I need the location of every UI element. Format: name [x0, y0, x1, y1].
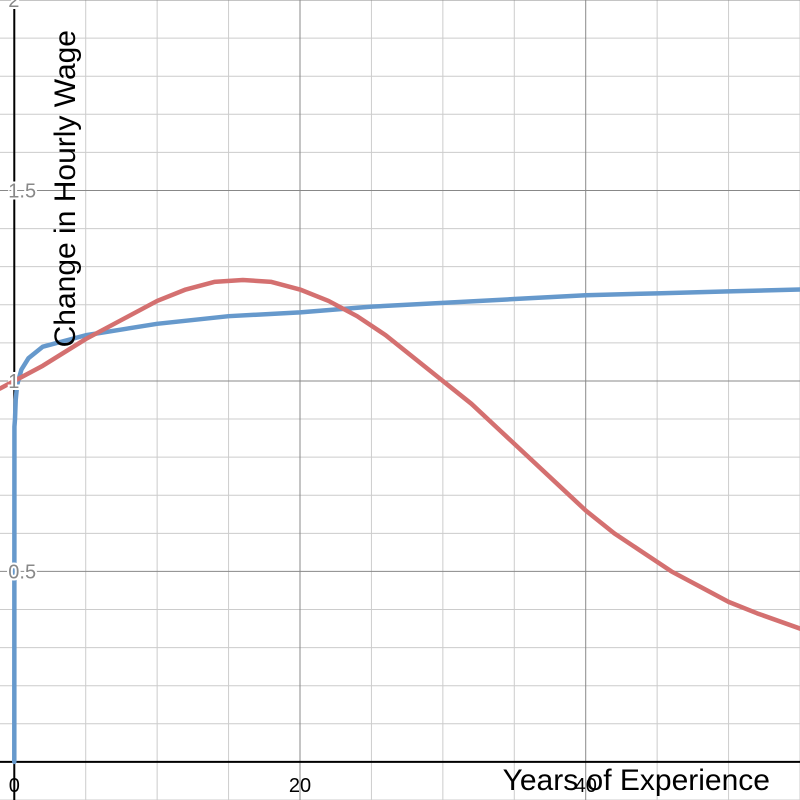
series-line-1 [12, 287, 800, 765]
y-tick-label: 2 [8, 0, 19, 12]
y-tick-label: 1 [8, 371, 19, 393]
x-axis-title: Years of Experience [503, 764, 770, 797]
y-tick-label: 0.5 [8, 561, 36, 583]
y-axis-title: Change in Hourly Wage [49, 30, 82, 347]
y-tick-label: 1.5 [8, 180, 36, 202]
x-tick-label: 0 [9, 775, 20, 797]
x-tick-label: 20 [289, 775, 311, 797]
series-line-2 [0, 277, 800, 631]
x-tick-label: 40 [575, 775, 597, 797]
